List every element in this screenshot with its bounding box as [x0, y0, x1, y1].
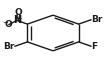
Text: O: O [15, 8, 23, 17]
Text: N: N [13, 15, 21, 25]
Text: Br: Br [3, 42, 15, 51]
Text: Br: Br [92, 15, 103, 24]
Text: −: − [2, 20, 8, 26]
Text: +: + [17, 16, 23, 22]
Text: O: O [4, 20, 12, 29]
Text: F: F [92, 42, 98, 51]
